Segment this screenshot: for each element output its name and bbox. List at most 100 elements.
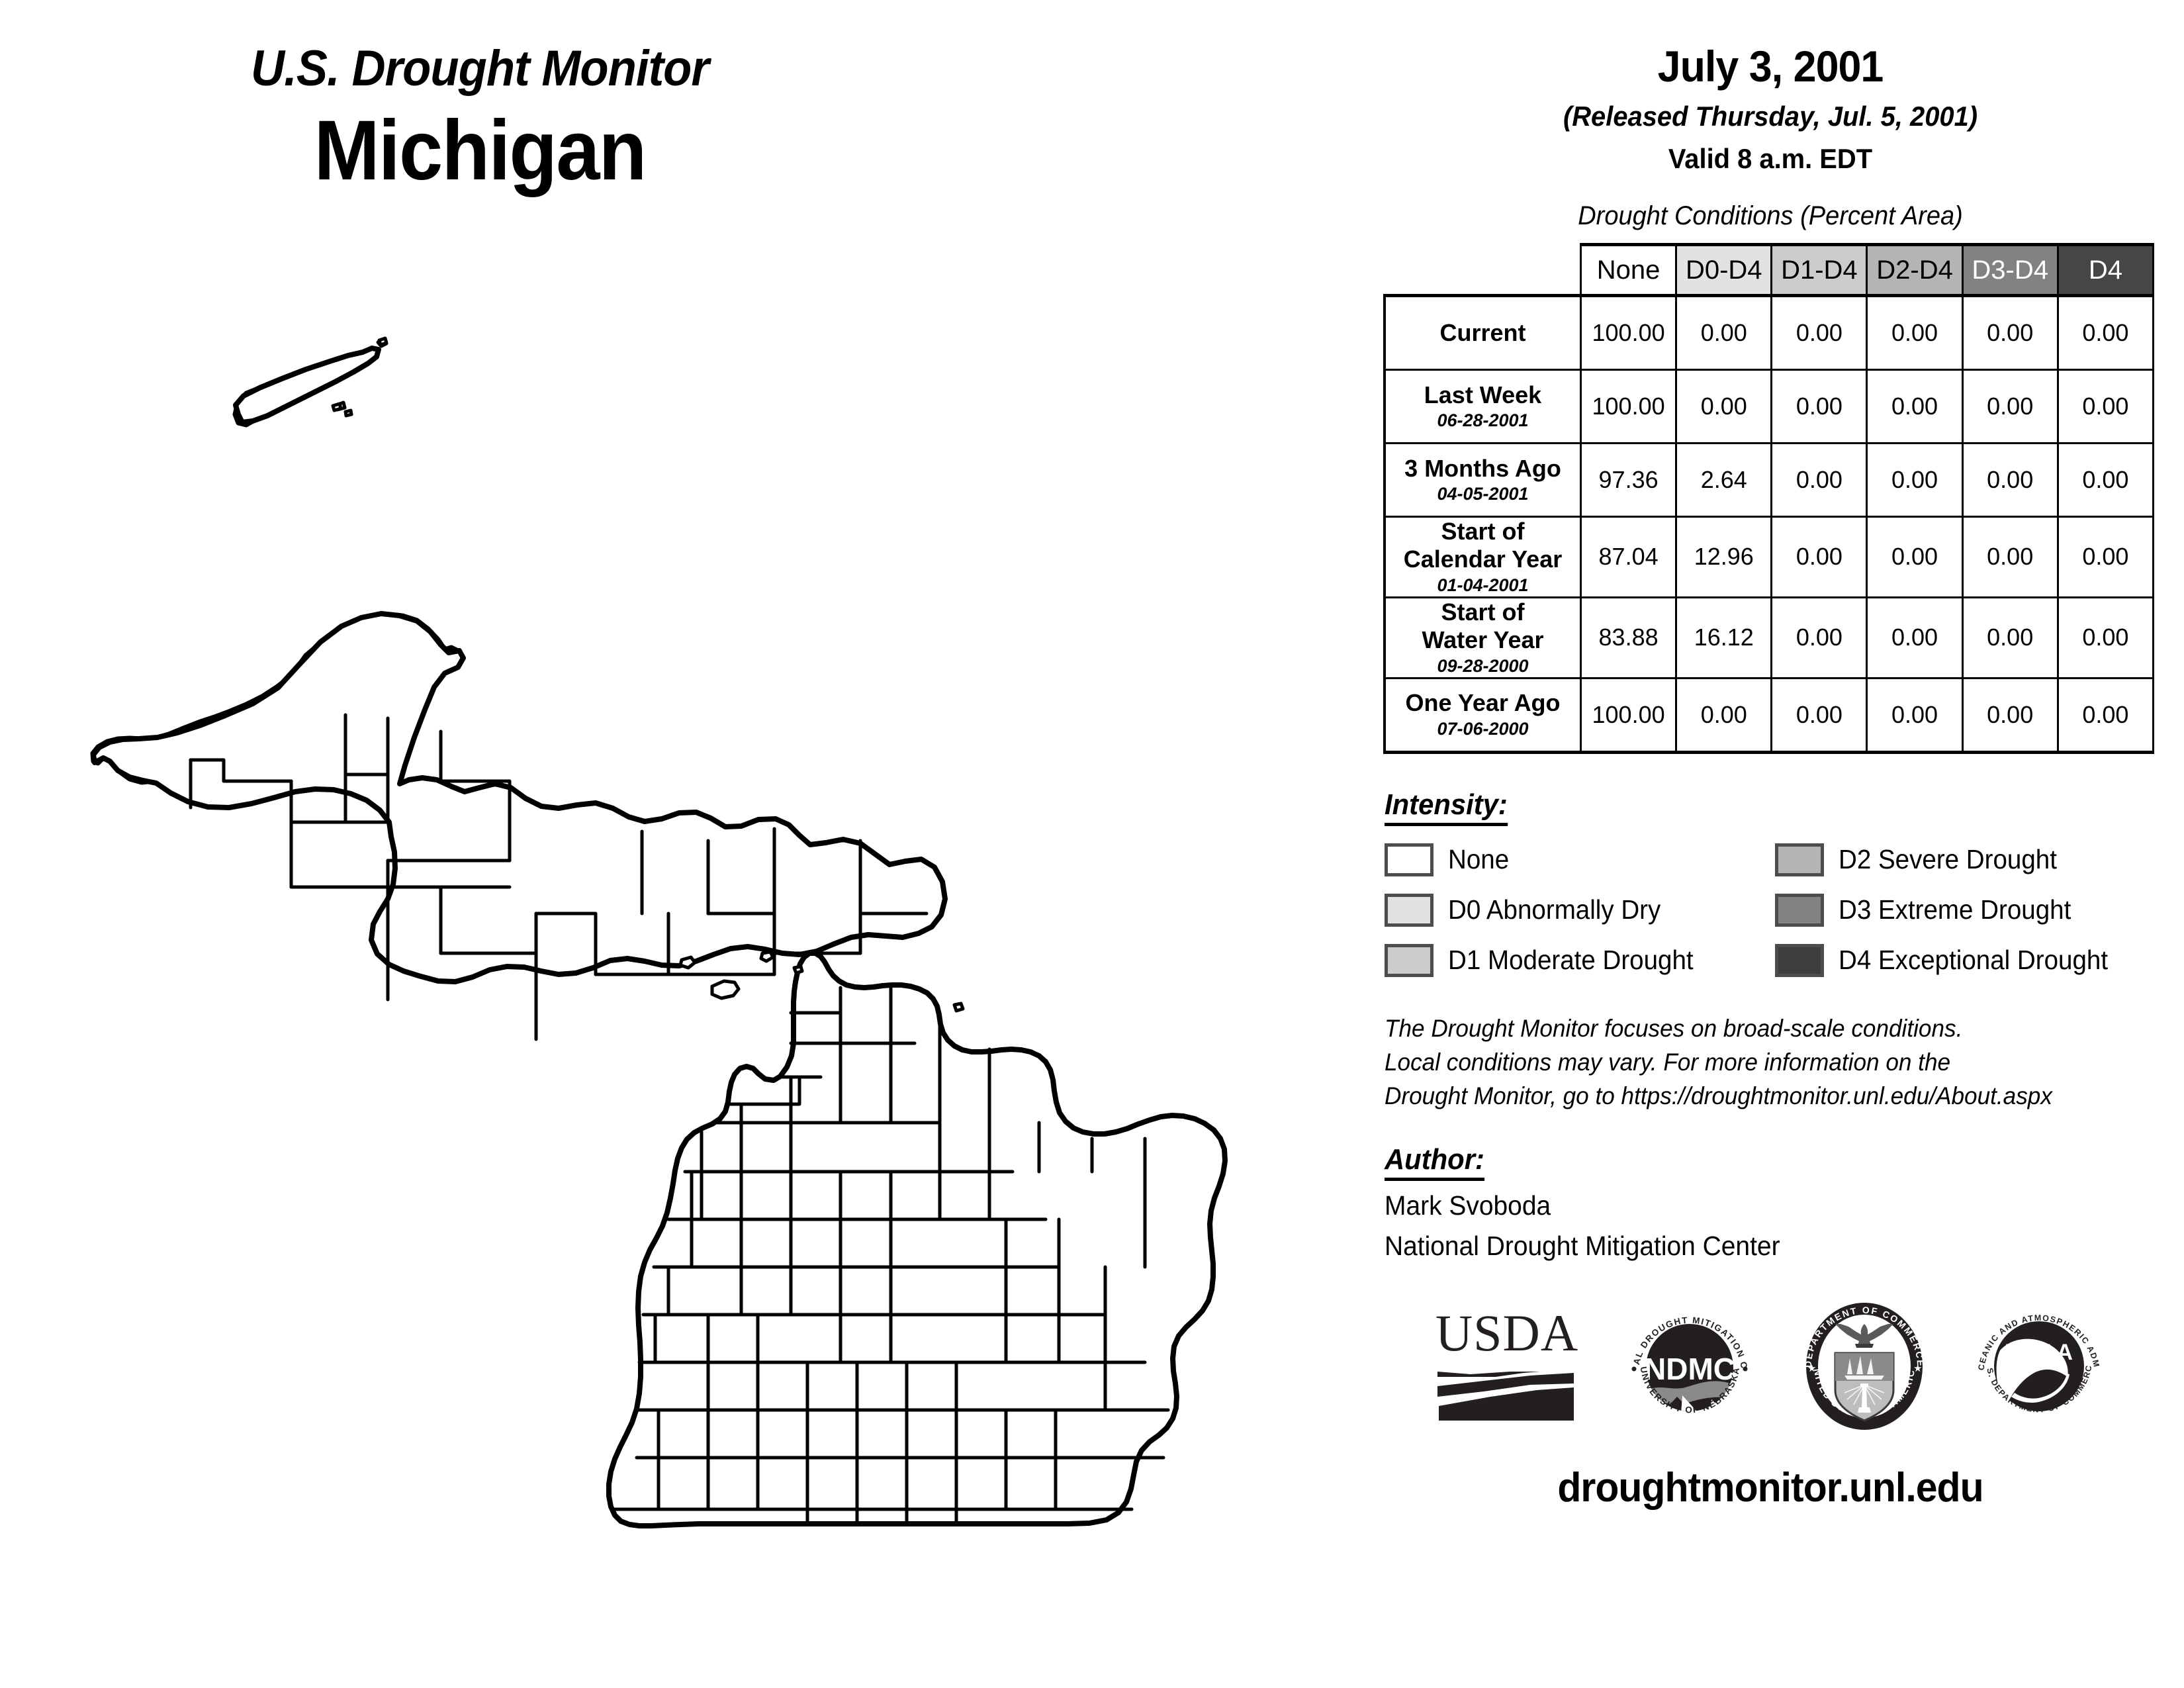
table-cell: 0.00 [1675, 677, 1773, 754]
legend-item: D0 Abnormally Dry [1385, 893, 1775, 927]
table-cell: 2.64 [1675, 442, 1773, 518]
legend-label: D0 Abnormally Dry [1448, 894, 1661, 925]
up-county-line-15 [534, 912, 598, 976]
table-cell: 0.00 [2056, 596, 2155, 679]
row-label-date: 09-28-2000 [1437, 655, 1529, 676]
row-label-date: 04-05-2001 [1437, 484, 1529, 504]
legend-item: D3 Extreme Drought [1775, 893, 2159, 927]
table-header: None D0-D4 D1-D4 D2-D4 D3-D4 D4 [1385, 243, 2155, 297]
disclaimer-line-2: Local conditions may vary. For more info… [1385, 1048, 1951, 1076]
legend-label: D4 Exceptional Drought [1839, 945, 2109, 976]
intensity-legend: None D2 Severe Drought D0 Abnormally Dry D3… [1385, 843, 2159, 977]
title-block: U.S. Drought Monitor Michigan [0, 40, 960, 195]
michigan-drought-map[interactable] [73, 252, 1330, 1655]
release-date: (Released Thursday, Jul. 5, 2001) [1563, 101, 1978, 132]
state-title: Michigan [314, 103, 647, 198]
table-cell: 0.00 [1961, 596, 2059, 679]
table-body: Current 100.00 0.00 0.00 0.00 0.00 0.00 Last We… [1383, 294, 2155, 754]
table-cell: 0.00 [1961, 516, 2059, 598]
row-label-text: Start of Calendar Year [1403, 518, 1563, 573]
table-cell: 0.00 [1770, 294, 1868, 371]
legend-swatch [1385, 843, 1433, 876]
table-cell: 0.00 [1770, 516, 1868, 598]
department-of-commerce-seal: DEPARTMENT OF COMMERCE UNITED STATES OF … [1792, 1286, 1933, 1440]
author-name: Mark Svoboda [1385, 1190, 1551, 1221]
beaver-island [710, 979, 741, 1000]
column-header-d2-d4: D2-D4 [1866, 243, 1964, 297]
row-label: 3 Months Ago 04-05-2001 [1383, 442, 1582, 518]
table-cell: 0.00 [1866, 294, 1964, 371]
svg-text:NOAA: NOAA [2004, 1340, 2073, 1365]
legend-label: None [1448, 844, 1510, 875]
legend-item: D1 Moderate Drought [1385, 943, 1775, 977]
logo-row: USDA [1357, 1286, 2184, 1440]
upper-peninsula-outline [91, 611, 948, 984]
table-cell: 12.96 [1675, 516, 1773, 598]
date-block: July 3, 2001 (Released Thursday, Jul. 5,… [1357, 41, 2184, 175]
table-row: 3 Months Ago 04-05-2001 97.36 2.64 0.00 0.00 0… [1383, 442, 2155, 518]
table-row: Start of Calendar Year 01-04-2001 87.04 12.9… [1383, 516, 2155, 598]
legend-swatch [1775, 843, 1824, 876]
legend-item: D2 Severe Drought [1775, 843, 2159, 876]
table-cell: 0.00 [1770, 442, 1868, 518]
lp-hline-2 [727, 1075, 801, 1106]
row-label: Start of Water Year 09-28-2000 [1383, 596, 1582, 679]
row-label-text: Start of Water Year [1422, 598, 1544, 654]
eagle-icon [1835, 1323, 1893, 1348]
intensity-heading: Intensity: [1385, 788, 1508, 826]
table-cell: 0.00 [2056, 294, 2155, 371]
svg-text:★: ★ [1807, 1363, 1816, 1374]
table-caption: Drought Conditions (Percent Area) [1578, 201, 1963, 230]
ndmc-logo: NDMC NATIONAL DROUGHT MITIGATION CENTER … [1614, 1287, 1761, 1440]
table-cell: 0.00 [1770, 369, 1868, 444]
north-island-3 [792, 964, 804, 975]
map-panel: U.S. Drought Monitor Michigan [0, 40, 1330, 1655]
table-cell: 83.88 [1579, 596, 1678, 679]
row-label-text: 3 Months Ago [1404, 454, 1561, 482]
table-cell: 87.04 [1579, 516, 1678, 598]
row-label-text: Last Week [1424, 381, 1542, 408]
table-header-row: None D0-D4 D1-D4 D2-D4 D3-D4 D4 [1385, 243, 2155, 297]
isle-royale-speck-b [331, 402, 343, 412]
usda-logo: USDA [1431, 1303, 1583, 1432]
legend-item: None [1385, 843, 1775, 876]
legend-item: D4 Exceptional Drought [1775, 943, 2159, 977]
table-cell: 0.00 [1675, 294, 1773, 371]
row-label: One Year Ago 07-06-2000 [1383, 677, 1582, 754]
footer-url[interactable]: droughtmonitor.unl.edu [1557, 1464, 1983, 1511]
isle-royale-speck-a [377, 336, 388, 347]
table-cell: 0.00 [1675, 369, 1773, 444]
disclaimer-line-1: The Drought Monitor focuses on broad-sca… [1385, 1014, 1963, 1042]
table-row: One Year Ago 07-06-2000 100.00 0.00 0.00 0.00… [1383, 677, 2155, 754]
column-header-d3-d4: D3-D4 [1961, 243, 2059, 297]
table-cell: 0.00 [1866, 677, 1964, 754]
author-organization: National Drought Mitigation Center [1385, 1230, 1780, 1261]
legend-swatch [1775, 943, 1824, 977]
column-header-none: None [1579, 243, 1678, 297]
row-label: Last Week 06-28-2001 [1383, 369, 1582, 444]
row-label-text: One Year Ago [1405, 689, 1561, 717]
row-label-date: 06-28-2001 [1437, 410, 1529, 431]
row-label: Current [1383, 294, 1582, 371]
column-header-d1-d4: D1-D4 [1770, 243, 1868, 297]
svg-text:NDMC: NDMC [1644, 1352, 1735, 1386]
table-cell: 16.12 [1675, 596, 1773, 679]
table-cell: 100.00 [1579, 369, 1678, 444]
column-header-d4: D4 [2056, 243, 2155, 297]
legend-swatch [1385, 893, 1433, 927]
table-cell: 97.36 [1579, 442, 1678, 518]
isle-royale-outline [233, 346, 381, 425]
author-heading: Author: [1385, 1143, 1484, 1181]
north-island-1 [678, 955, 697, 970]
svg-text:★: ★ [1913, 1363, 1922, 1374]
row-label-text: Current [1439, 318, 1526, 346]
row-label-date: 01-04-2001 [1437, 575, 1529, 595]
table-cell: 0.00 [1770, 596, 1868, 679]
table-cell: 0.00 [2056, 516, 2155, 598]
table-cell: 0.00 [1866, 596, 1964, 679]
disclaimer-text: The Drought Monitor focuses on broad-sca… [1385, 1011, 2144, 1113]
column-header-d0-d4: D0-D4 [1675, 243, 1773, 297]
disclaimer-line-3: Drought Monitor, go to https://droughtmo… [1385, 1082, 2052, 1109]
table-row: Current 100.00 0.00 0.00 0.00 0.00 0.00 [1383, 294, 2155, 371]
noaa-logo: NOAA NATIONAL OCEANIC AND ATMOSPHERIC AD… [1964, 1288, 2111, 1440]
